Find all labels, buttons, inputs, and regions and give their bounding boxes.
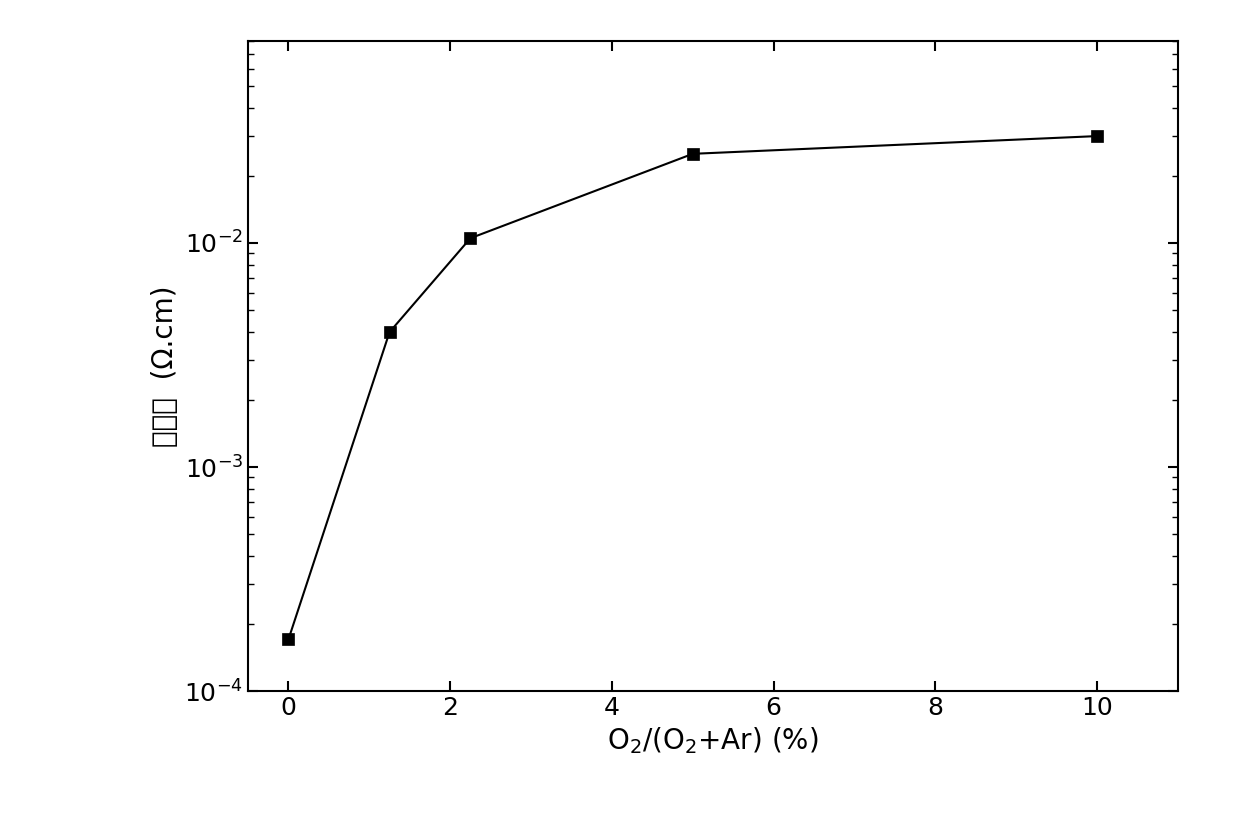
Y-axis label: 电阻率  (Ω.cm): 电阻率 (Ω.cm) (151, 285, 179, 446)
X-axis label: O$_2$/(O$_2$+Ar) (%): O$_2$/(O$_2$+Ar) (%) (608, 725, 818, 756)
